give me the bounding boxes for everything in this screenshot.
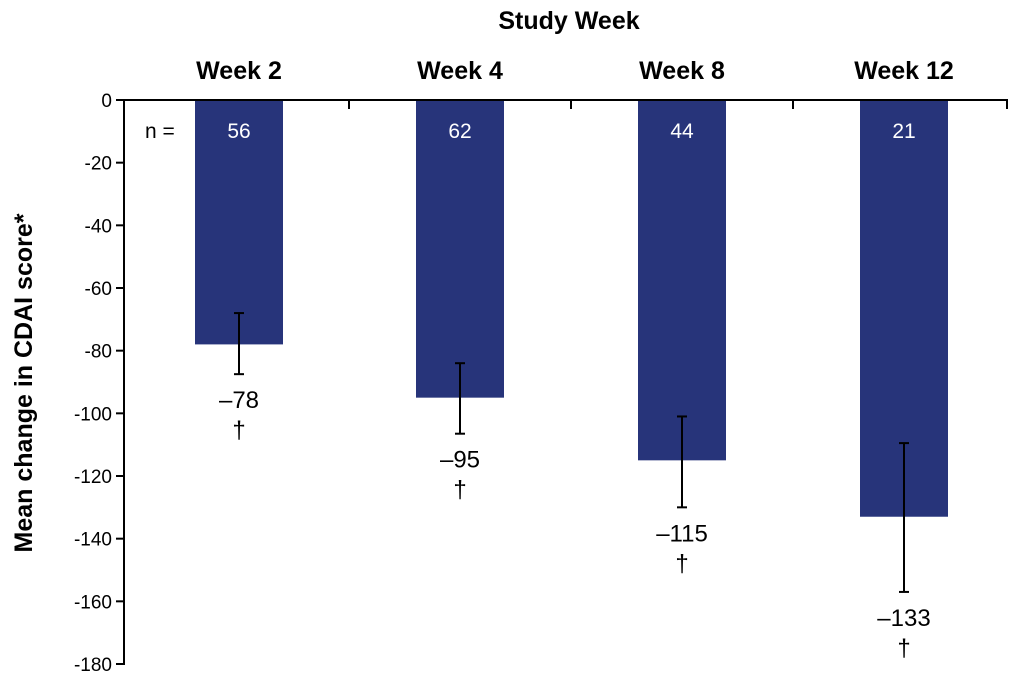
n-value-label: 56 xyxy=(227,120,250,143)
bar xyxy=(638,100,726,461)
category-label: Week 8 xyxy=(639,57,725,85)
y-tick-label: -80 xyxy=(85,342,112,363)
value-label: –78 xyxy=(219,387,259,414)
significance-marker: † xyxy=(675,550,688,577)
y-tick-label: -40 xyxy=(85,216,112,237)
n-value-label: 21 xyxy=(892,120,915,143)
n-label: n = xyxy=(145,120,175,143)
category-label: Week 4 xyxy=(417,57,503,85)
y-tick-label: -120 xyxy=(74,467,112,488)
y-tick-label: -160 xyxy=(74,592,112,613)
value-label: –95 xyxy=(440,447,480,474)
plot-area: 0 -20 -40 -60 -80 -100 -120 -140 -160 -180 Week 2 W… xyxy=(74,57,1008,676)
significance-marker: † xyxy=(232,417,245,444)
value-label: –133 xyxy=(877,605,930,632)
y-tick-label: -20 xyxy=(85,154,112,175)
y-axis-label: Mean change in CDAI score* xyxy=(10,213,38,552)
bar xyxy=(195,100,283,345)
value-label: –115 xyxy=(656,520,708,547)
y-tick-label: 0 xyxy=(101,91,112,112)
category-label: Week 2 xyxy=(196,57,282,85)
chart-title: Study Week xyxy=(498,7,639,35)
category-label: Week 12 xyxy=(854,57,954,85)
significance-marker: † xyxy=(897,635,910,662)
n-value-label: 62 xyxy=(448,120,471,143)
y-tick-label: -60 xyxy=(85,279,112,300)
y-tick-label: -180 xyxy=(74,655,112,676)
bar xyxy=(416,100,504,398)
y-tick-label: -100 xyxy=(74,404,112,425)
n-value-label: 44 xyxy=(670,120,694,143)
y-tick-label: -140 xyxy=(74,530,112,551)
significance-marker: † xyxy=(453,477,466,504)
